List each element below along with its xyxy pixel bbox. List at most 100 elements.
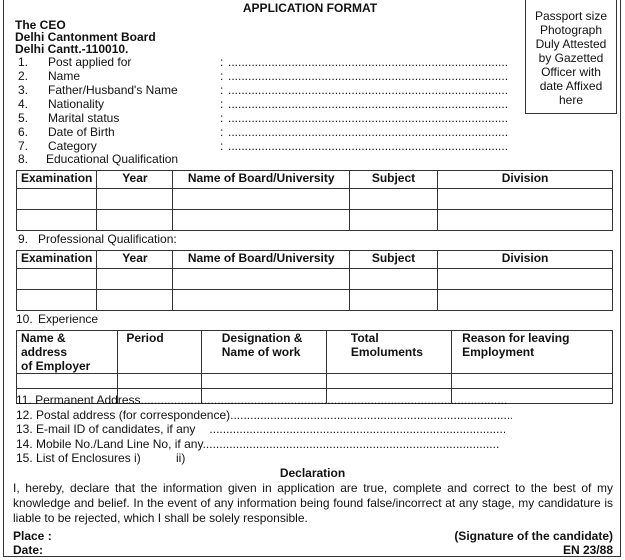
item-label: 12. Postal address (for correspondence) [16, 407, 231, 422]
item-input-line[interactable]: ........................................… [230, 407, 512, 422]
field-label: Date of Birth [48, 125, 115, 139]
table-cell[interactable] [325, 388, 453, 404]
photo-text: date Affixed [539, 79, 603, 93]
item-input-line[interactable]: ........................................… [202, 436, 500, 451]
enclosures-label: 15. List of Enclosures i) [16, 451, 141, 465]
field-colon: : [220, 125, 224, 139]
table-row [15, 289, 613, 311]
table-cell[interactable] [117, 388, 202, 404]
header-line: Name & address [21, 331, 68, 359]
photo-text: Photograph [539, 23, 603, 37]
field-number: 4. [18, 97, 29, 111]
photo-text: Duly Attested [535, 37, 607, 51]
professional-qualification-table: Examination Year Name of Board/University S… [15, 250, 613, 311]
table-header-row: Examination Year Name of Board/University S… [15, 170, 613, 189]
column-header: Total Emoluments [325, 330, 453, 374]
table-cell[interactable] [348, 188, 439, 210]
table-cell[interactable] [172, 268, 350, 290]
section-number: 9. [18, 232, 29, 246]
column-header: Division [437, 250, 613, 269]
field-input-line[interactable]: ........................................… [228, 111, 508, 125]
header-line: Designation & [221, 331, 303, 345]
table-cell[interactable] [348, 209, 439, 231]
table-header-row: Name & address of Employer Period Designati… [15, 330, 613, 374]
field-colon: : [220, 97, 224, 111]
table-cell[interactable] [15, 289, 98, 311]
table-row [15, 373, 613, 389]
field-label: Marital status [48, 111, 120, 125]
table-cell[interactable] [96, 289, 174, 311]
table-cell[interactable] [172, 209, 350, 231]
column-header: Name of Board/University [172, 250, 350, 269]
photo-text: Passport size [534, 9, 608, 23]
column-header: Designation & Name of work [200, 330, 327, 374]
table-cell[interactable] [348, 268, 439, 290]
address-item: 13. E-mail ID of candidates, if any.....… [16, 422, 505, 436]
field-label: Post applied for [48, 55, 132, 69]
table-cell[interactable] [451, 388, 613, 404]
addressee-line: The CEO [15, 18, 66, 32]
table-cell[interactable] [451, 373, 613, 389]
photo-box: Passport size Photograph Duly Attested b… [525, 0, 617, 114]
table-cell[interactable] [15, 268, 98, 290]
item-label: 14. Mobile No./Land Line No, if any [16, 436, 203, 451]
experience-table: Name & address of Employer Period Designati… [15, 330, 613, 404]
header-line: Reason for leaving [462, 331, 570, 345]
column-header: Subject [348, 250, 439, 269]
field-input-line[interactable]: ........................................… [228, 125, 508, 139]
table-row [15, 268, 613, 290]
educational-qualification-table: Examination Year Name of Board/University S… [15, 170, 613, 231]
address-item: 11. Permanent Address...................… [16, 393, 508, 407]
section-label: Experience [38, 312, 99, 326]
column-header: Examination [15, 170, 98, 189]
item-input-line[interactable]: ........................................… [209, 422, 505, 437]
photo-text: here [558, 93, 584, 107]
column-header: Name of Board/University [172, 170, 350, 189]
section-number: 8. [18, 152, 29, 166]
field-input-line[interactable]: ........................................… [228, 83, 508, 97]
table-cell[interactable] [348, 289, 439, 311]
place-label: Place : [13, 529, 52, 543]
field-label: Name [48, 69, 81, 83]
table-cell[interactable] [172, 188, 350, 210]
photo-text: by Gazetted [538, 51, 604, 65]
table-cell[interactable] [325, 373, 453, 389]
field-input-line[interactable]: ........................................… [228, 55, 508, 69]
table-cell[interactable] [200, 373, 327, 389]
table-cell[interactable] [437, 289, 613, 311]
section-number: 10. [16, 312, 33, 326]
table-cell[interactable] [15, 188, 98, 210]
table-row [15, 388, 613, 404]
item-label: 13. E-mail ID of candidates, if any [16, 422, 196, 437]
address-item: 14. Mobile No./Land Line No, if any.....… [16, 437, 500, 451]
table-cell[interactable] [172, 289, 350, 311]
enclosures-second: ii) [176, 451, 186, 465]
column-header: Reason for leaving Employment [451, 330, 613, 374]
field-input-line[interactable]: ........................................… [228, 139, 508, 153]
field-input-line[interactable]: ........................................… [228, 97, 508, 111]
table-cell[interactable] [96, 188, 174, 210]
field-label: Category [48, 139, 97, 153]
table-cell[interactable] [96, 268, 174, 290]
column-header: Year [96, 250, 174, 269]
field-number: 3. [18, 83, 29, 97]
table-cell[interactable] [96, 209, 174, 231]
field-colon: : [220, 55, 224, 69]
form-title: APPLICATION FORMAT [242, 1, 378, 15]
table-cell[interactable] [437, 268, 613, 290]
header-line: Period [126, 331, 164, 345]
item-input-line[interactable]: ........................................… [140, 393, 508, 407]
table-cell[interactable] [15, 209, 98, 231]
table-cell[interactable] [117, 373, 202, 389]
table-cell[interactable] [15, 373, 119, 389]
table-cell[interactable] [437, 188, 613, 210]
table-cell[interactable] [437, 209, 613, 231]
field-input-line[interactable]: ........................................… [228, 69, 508, 83]
item-label: 11. Permanent Address [16, 393, 141, 407]
field-label: Nationality [48, 97, 105, 111]
photo-text: Officer with [541, 65, 601, 79]
field-label: Father/Husband's Name [48, 83, 178, 97]
form-border [3, 0, 621, 557]
header-line: Employment [462, 345, 535, 359]
